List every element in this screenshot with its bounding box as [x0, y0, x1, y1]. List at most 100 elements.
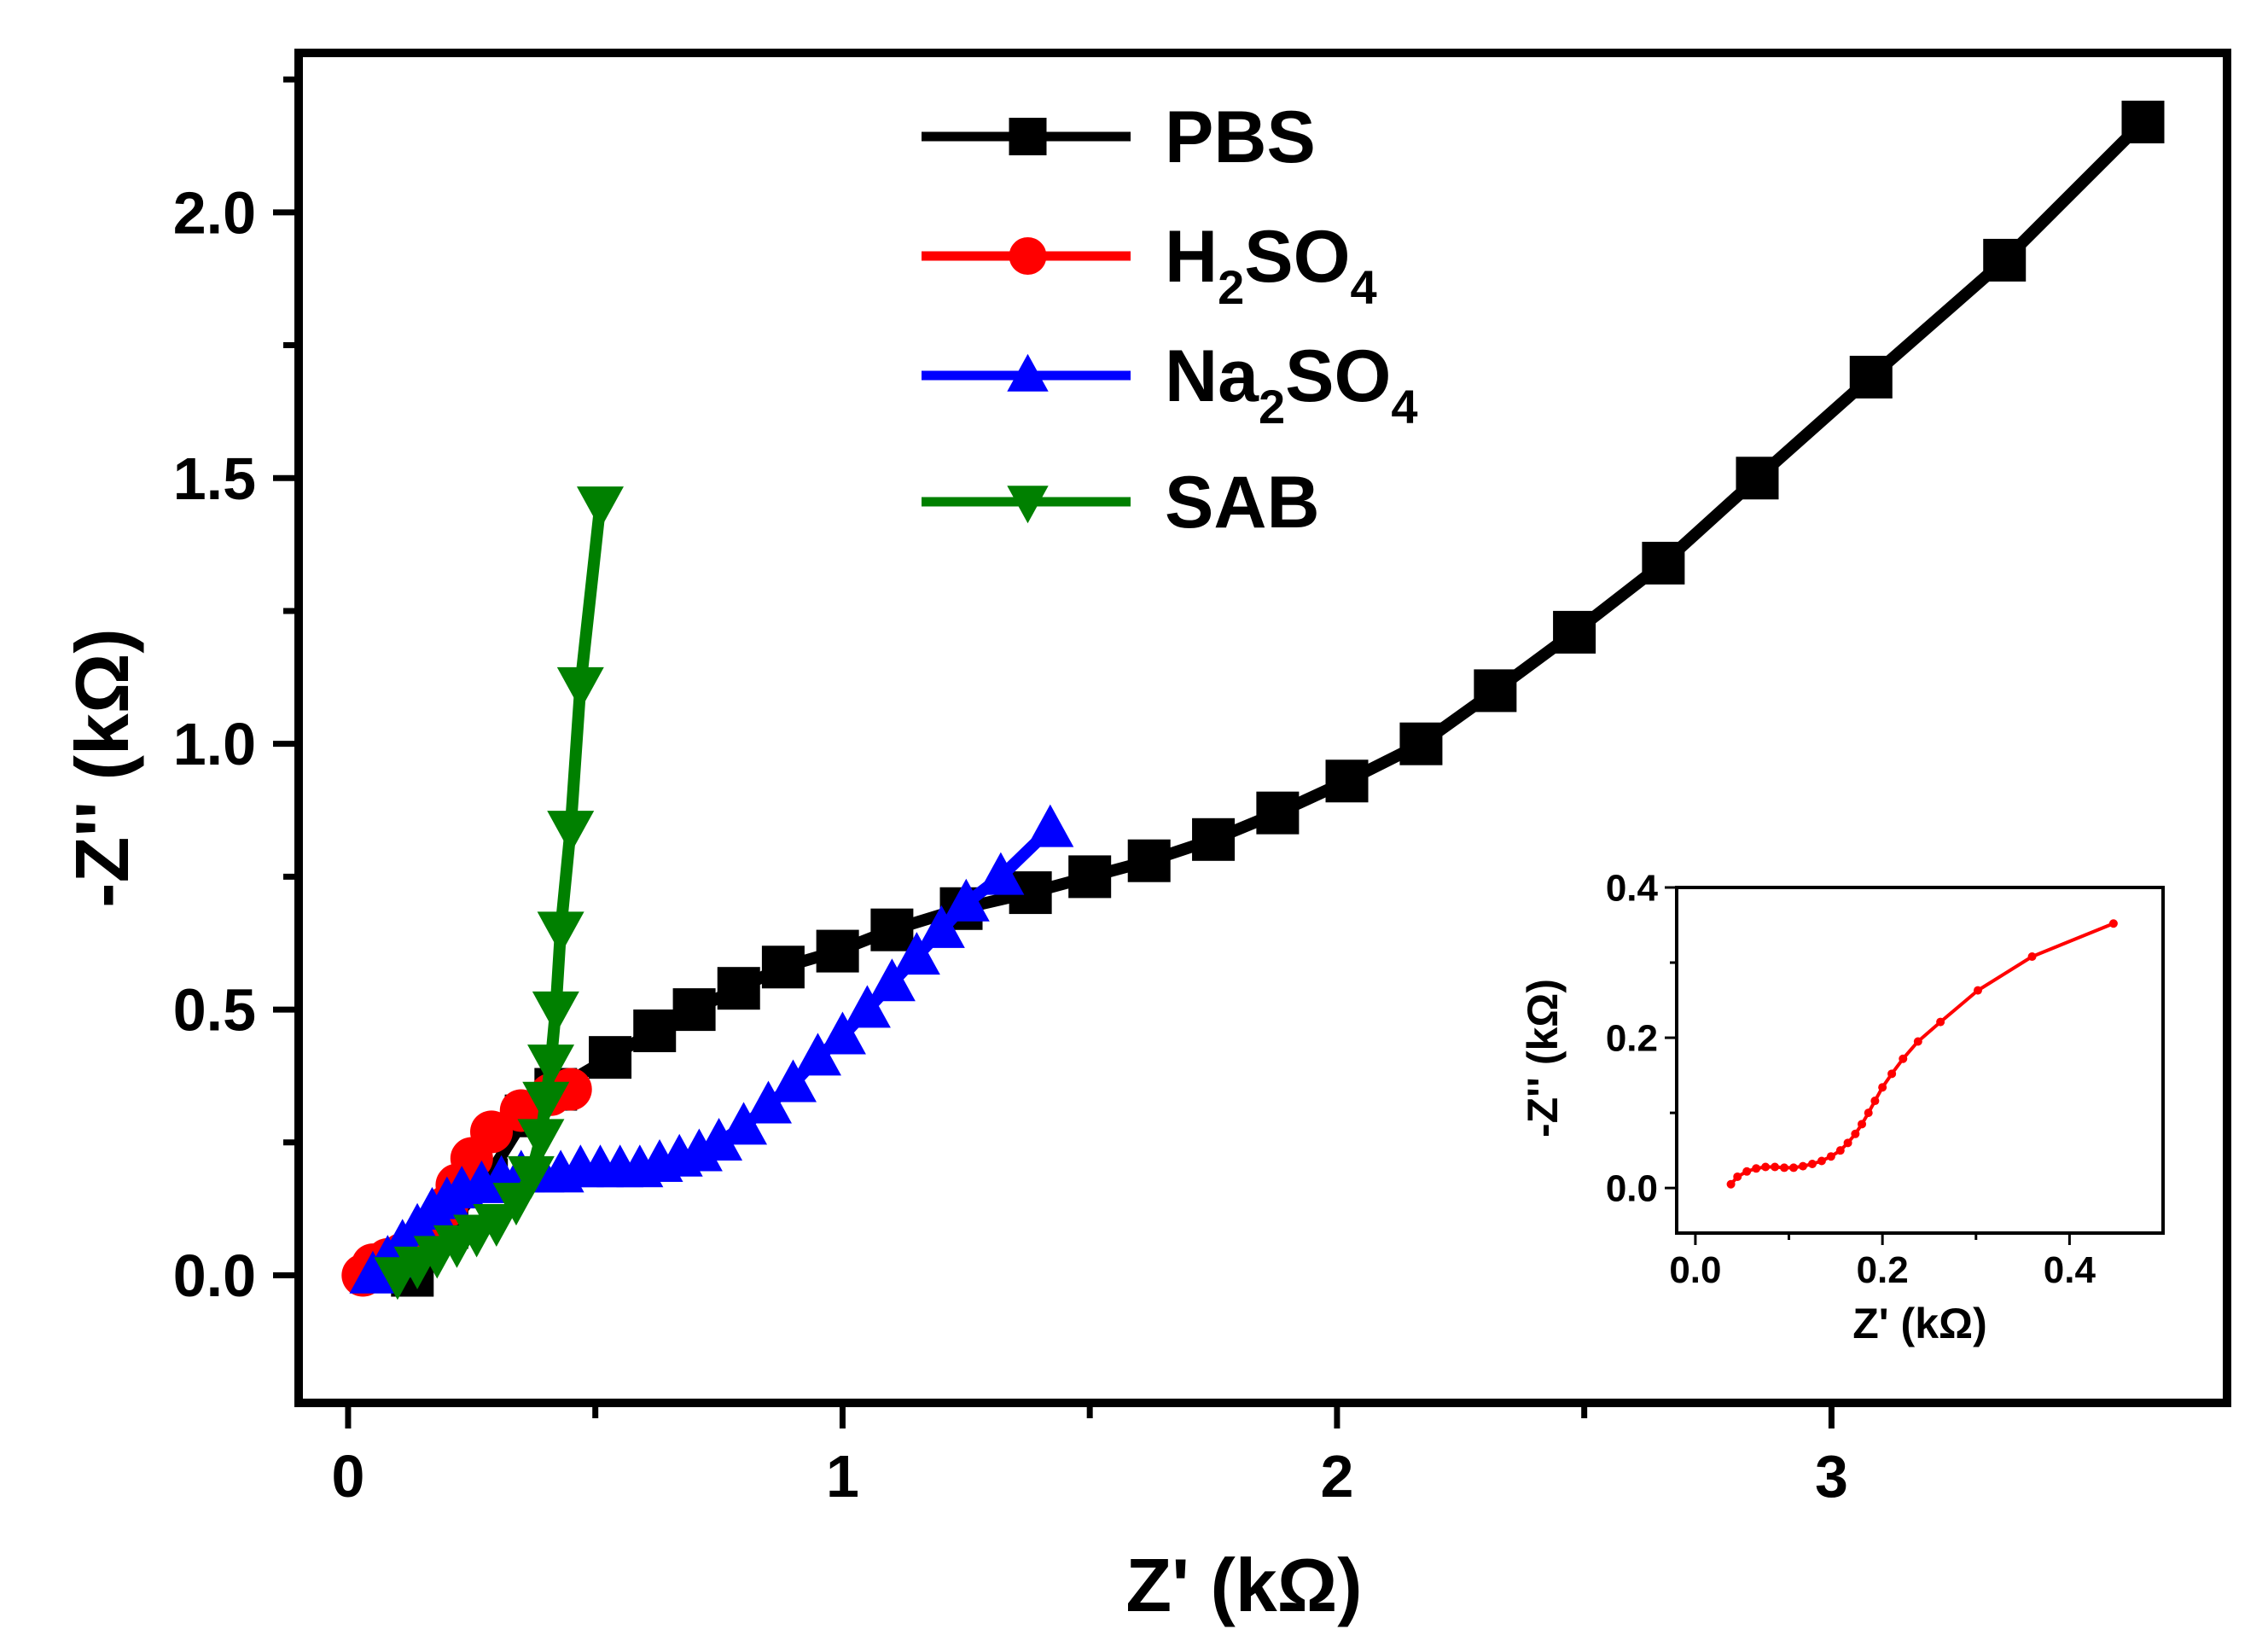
legend-marker [1007, 486, 1049, 524]
data-point-h2so4 [1817, 1156, 1826, 1166]
data-point-pbs [816, 929, 859, 973]
x-tick-label: 0 [331, 1443, 364, 1510]
data-point-sab [507, 1155, 555, 1199]
data-point-h2so4 [1936, 1017, 1945, 1027]
legend-text-part: SO [1285, 335, 1391, 417]
data-point-pbs [870, 908, 914, 951]
data-point-pbs [1399, 722, 1443, 765]
data-point-pbs [717, 967, 760, 1010]
data-point-pbs [1127, 839, 1171, 882]
data-point-h2so4 [1771, 1162, 1780, 1172]
data-point-na2so4 [942, 878, 990, 922]
data-point-pbs [761, 946, 805, 989]
data-point-h2so4 [470, 1110, 513, 1154]
data-point-h2so4 [1826, 1152, 1835, 1161]
data-point-h2so4 [1864, 1108, 1873, 1118]
data-point-pbs [1736, 457, 1779, 500]
data-point-h2so4 [1851, 1129, 1860, 1138]
data-point-sab [517, 1119, 565, 1162]
data-point-na2so4 [769, 1059, 817, 1103]
data-point-h2so4 [2108, 919, 2118, 928]
data-point-pbs [1325, 759, 1369, 803]
data-point-h2so4 [1807, 1160, 1817, 1168]
y-tick-label: 0.5 [173, 977, 256, 1044]
legend-subscript: 4 [1391, 380, 1417, 433]
main-y-tick-marks [273, 76, 299, 1279]
data-point-na2so4 [868, 958, 916, 1002]
legend-marker [1009, 237, 1047, 275]
data-point-pbs [1553, 610, 1596, 654]
data-point-pbs [2121, 100, 2165, 143]
x-tick-label: 0.0 [1669, 1249, 1721, 1291]
main-x-tick-labels: 0 1 2 3 [331, 1443, 1847, 1510]
data-point-h2so4 [1742, 1167, 1752, 1176]
data-point-h2so4 [1878, 1083, 1887, 1092]
inset-x-tick-labels: 0.0 0.2 0.4 [1669, 1249, 2096, 1291]
data-point-pbs [1256, 791, 1300, 835]
legend-item-h2so4: H2SO4 [922, 216, 1377, 314]
data-point-pbs [589, 1036, 632, 1079]
data-point-na2so4 [745, 1080, 793, 1124]
inset-series-group [1726, 919, 2118, 1189]
series-sab [374, 486, 624, 1300]
legend-subscript: 4 [1351, 260, 1377, 314]
data-point-na2so4 [818, 1011, 866, 1055]
data-point-h2so4 [1761, 1162, 1771, 1172]
data-point-pbs [1983, 238, 2027, 282]
main-x-tick-marks [345, 1403, 1835, 1428]
data-point-na2so4 [977, 852, 1025, 895]
data-point-pbs [1192, 818, 1236, 861]
legend-item-sab: SAB [922, 462, 1320, 544]
legend-item-na2so4: Na2SO4 [922, 335, 1418, 433]
inset-y-tick-marks [1665, 886, 1677, 1190]
y-tick-label: 0.0 [173, 1242, 256, 1309]
legend-text-part: SAB [1165, 462, 1320, 544]
data-point-pbs [672, 988, 716, 1032]
inset-y-tick-labels: 0.0 0.2 0.4 [1606, 867, 1659, 1209]
legend-text-part: H [1165, 216, 1218, 298]
data-point-sab [532, 991, 579, 1034]
data-point-sab [527, 1044, 575, 1088]
y-tick-label: 0.4 [1606, 867, 1659, 909]
data-point-na2so4 [917, 905, 965, 948]
y-tick-label: 1.5 [173, 445, 256, 512]
data-point-pbs [1068, 855, 1112, 899]
data-point-sab [492, 1183, 540, 1226]
legend-marker [1009, 118, 1047, 155]
data-point-pbs [1642, 541, 1685, 585]
data-point-h2so4 [1726, 1179, 1736, 1189]
data-point-sab [522, 1081, 570, 1125]
main-plot-frame [294, 49, 2231, 1407]
x-tick-label: 3 [1815, 1443, 1848, 1510]
inset-plot-frame [1675, 886, 2165, 1235]
data-point-pbs [633, 1010, 677, 1053]
y-tick-label: 2.0 [173, 179, 256, 246]
legend-subscript: 2 [1259, 380, 1285, 433]
data-point-na2so4 [794, 1033, 841, 1076]
data-point-h2so4 [1798, 1161, 1807, 1171]
data-point-sab [547, 811, 595, 854]
data-point-na2so4 [720, 1102, 768, 1145]
data-point-h2so4 [549, 1068, 592, 1111]
x-tick-label: 0.4 [2044, 1249, 2096, 1291]
inset-y-axis-title: -Z'' (kΩ) [1519, 979, 1567, 1138]
inset-x-axis-title: Z' (kΩ) [1852, 1300, 1987, 1347]
data-point-h2so4 [1752, 1164, 1761, 1173]
data-point-h2so4 [1887, 1069, 1897, 1079]
inset-plot: 0.0 0.2 0.4 0.0 0.2 0.4 Z' (kΩ) -Z'' (kΩ) [1519, 867, 2165, 1347]
data-point-h2so4 [2027, 952, 2037, 961]
data-point-h2so4 [1835, 1146, 1845, 1155]
data-point-na2so4 [843, 985, 891, 1028]
main-y-tick-labels: 0.0 0.5 1.0 1.5 2.0 [173, 179, 256, 1309]
legend-item-pbs: PBS [922, 96, 1316, 178]
legend-text-part: PBS [1165, 96, 1316, 178]
data-point-pbs [1474, 669, 1517, 713]
y-tick-label: 0.0 [1606, 1168, 1658, 1210]
data-point-sab [537, 911, 584, 955]
data-point-h2so4 [1973, 986, 1982, 995]
x-tick-label: 1 [826, 1443, 859, 1510]
data-point-h2so4 [1870, 1097, 1880, 1106]
data-point-pbs [1849, 355, 1893, 399]
main-x-axis-title: Z' (kΩ) [1125, 1543, 1362, 1627]
